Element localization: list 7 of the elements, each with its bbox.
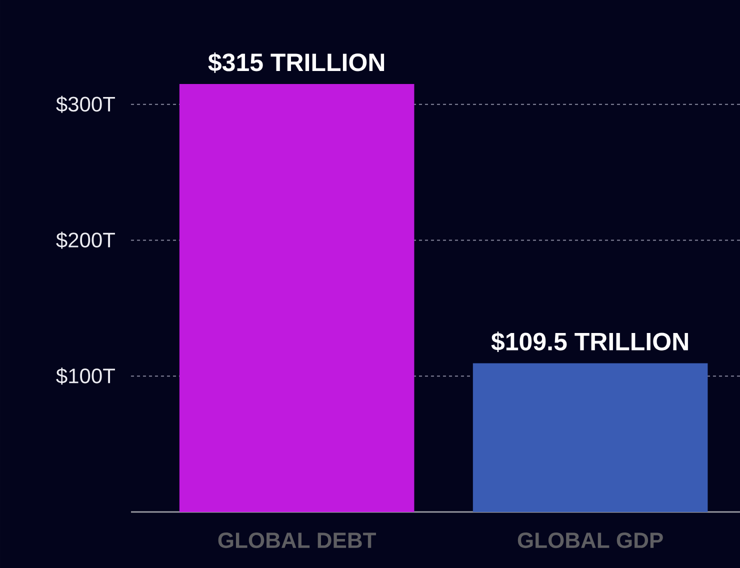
y-tick-label: $200T xyxy=(56,232,115,249)
data-label: $109.5 TRILLION xyxy=(491,332,688,352)
data-label: $315 TRILLION xyxy=(208,52,384,73)
y-tick-label: $300T xyxy=(56,96,115,113)
x-tick-label: GLOBAL GDP xyxy=(518,532,663,548)
y-tick-label: $100T xyxy=(56,368,115,385)
x-tick-label: GLOBAL DEBT xyxy=(218,532,376,548)
